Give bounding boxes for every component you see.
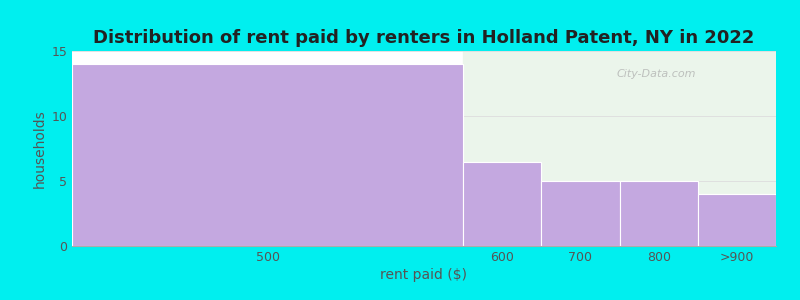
Bar [542,181,619,246]
X-axis label: rent paid ($): rent paid ($) [381,268,467,282]
Bar [72,64,463,246]
Title: Distribution of rent paid by renters in Holland Patent, NY in 2022: Distribution of rent paid by renters in … [94,29,754,47]
Text: City-Data.com: City-Data.com [617,69,696,80]
Bar [72,64,463,246]
Bar [463,51,776,246]
Bar [542,181,619,246]
Bar [698,194,776,246]
Bar [619,181,698,246]
Bar [698,194,776,246]
Bar [463,161,542,246]
Bar [619,181,698,246]
Y-axis label: households: households [33,109,47,188]
Bar [463,161,542,246]
